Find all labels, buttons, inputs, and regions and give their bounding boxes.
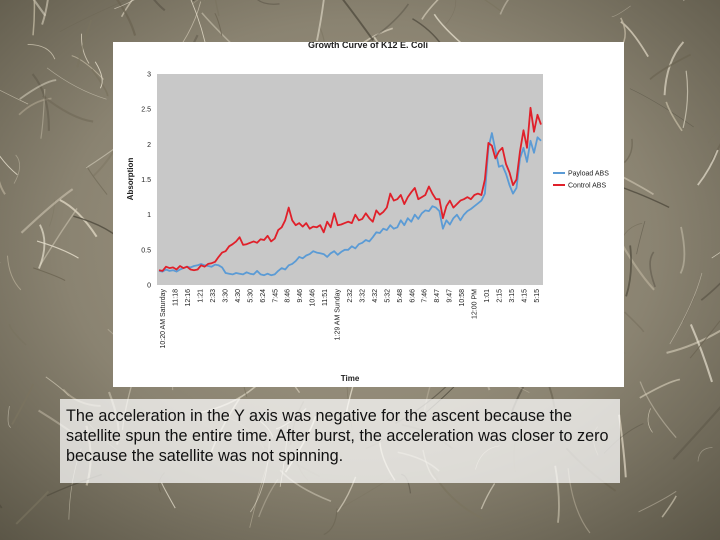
x-tick-label: 10:46 xyxy=(310,289,317,307)
y-tick-label: 0.5 xyxy=(141,247,151,254)
chart-title: Growth Curve of K12 E. Coli xyxy=(308,42,428,50)
y-axis-ticks: 0 0.5 1 1.5 2 2.5 3 xyxy=(141,72,151,290)
y-axis-title: Absorption xyxy=(126,158,135,201)
x-tick-label: 8:47 xyxy=(434,289,441,303)
x-tick-label: 1:21 xyxy=(198,289,205,303)
x-tick-label: 7:45 xyxy=(272,289,279,303)
x-tick-label: 5:48 xyxy=(397,289,404,303)
y-tick-label: 2 xyxy=(147,142,151,149)
x-tick-label: 12:16 xyxy=(185,289,192,307)
x-tick-label: 9:47 xyxy=(447,289,454,303)
x-tick-label: 3:32 xyxy=(359,289,366,303)
legend-label-control: Control ABS xyxy=(568,183,606,190)
control-abs-series-line xyxy=(158,106,542,272)
x-axis-title: Time xyxy=(341,374,360,383)
plot-area xyxy=(157,74,543,285)
x-tick-label: 10:58 xyxy=(459,289,466,307)
x-tick-label: 4:32 xyxy=(372,289,379,303)
caption-text: The acceleration in the Y axis was negat… xyxy=(66,407,609,465)
x-tick-label: 4:15 xyxy=(521,289,528,303)
chart-panel: Growth Curve of K12 E. Coli Time Absorpt… xyxy=(113,42,624,387)
legend: Payload ABS Control ABS xyxy=(553,171,609,190)
x-tick-label: 8:46 xyxy=(285,289,292,303)
x-tick-label: 5:15 xyxy=(534,289,541,303)
y-tick-label: 1 xyxy=(147,212,151,219)
x-tick-label: 1:29 AM Sunday xyxy=(335,289,342,341)
x-tick-label: 2:33 xyxy=(210,289,217,303)
x-tick-label: 2:32 xyxy=(347,289,354,303)
payload-abs-series-line xyxy=(158,132,542,277)
x-tick-label: 10:20 AM Saturday xyxy=(160,289,167,349)
x-tick-label: 4:30 xyxy=(235,289,242,303)
x-tick-label: 3:30 xyxy=(222,289,229,303)
series-lines xyxy=(158,106,542,277)
x-tick-label: 9:46 xyxy=(297,289,304,303)
growth-curve-chart: Growth Curve of K12 E. Coli Time Absorpt… xyxy=(126,42,609,383)
y-tick-label: 0 xyxy=(147,283,151,290)
x-tick-label: 5:32 xyxy=(384,289,391,303)
x-tick-label: 2:15 xyxy=(496,289,503,303)
x-tick-label: 3:15 xyxy=(509,289,516,303)
x-tick-label: 11:51 xyxy=(322,289,329,306)
y-tick-label: 2.5 xyxy=(141,107,151,114)
caption-backdrop xyxy=(60,399,620,483)
x-tick-label: 6:46 xyxy=(409,289,416,303)
x-tick-label: 6:24 xyxy=(260,289,267,303)
y-tick-label: 1.5 xyxy=(141,177,151,184)
x-tick-label: 11:18 xyxy=(173,289,180,306)
x-tick-label: 5:30 xyxy=(247,289,254,303)
x-tick-label: 1:01 xyxy=(484,289,491,303)
x-tick-label: 7:46 xyxy=(422,289,429,303)
legend-label-payload: Payload ABS xyxy=(568,171,609,178)
y-tick-label: 3 xyxy=(147,72,151,79)
x-axis-ticks: 10:20 AM Saturday 11:18 12:16 1:21 2:33 3:30 4… xyxy=(160,289,541,349)
x-tick-label: 12:00 PM xyxy=(472,289,479,319)
